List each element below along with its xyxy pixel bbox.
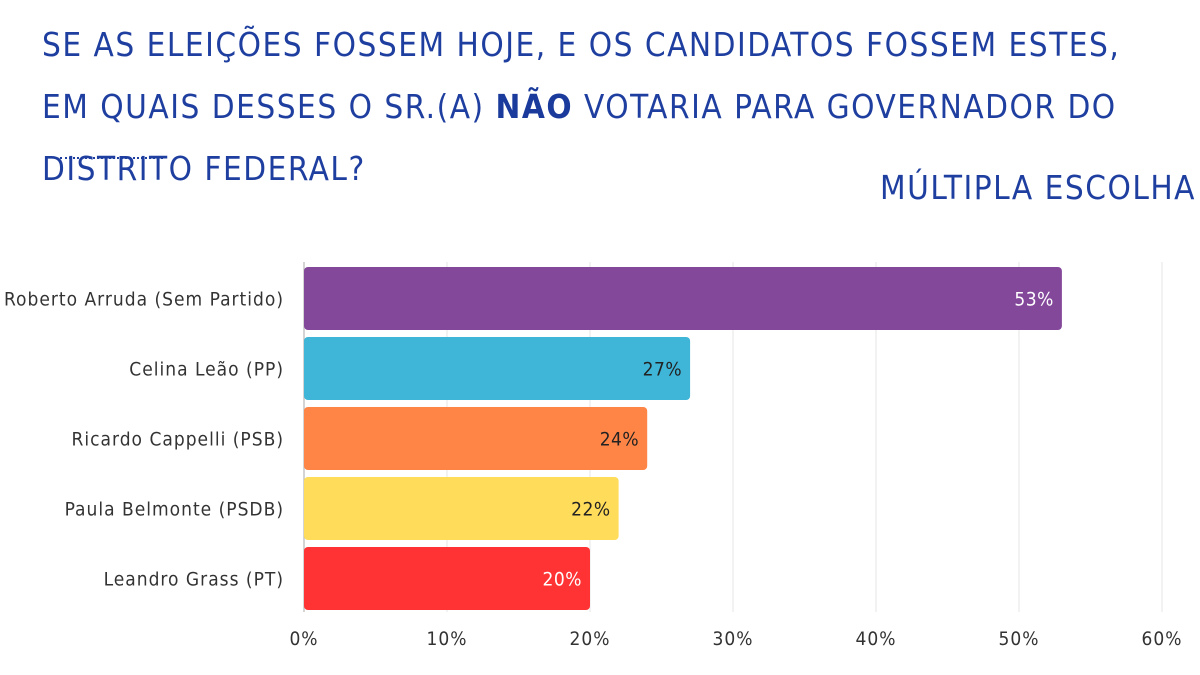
category-label: José Roberto Arruda (Sem Partido) <box>0 289 284 311</box>
data-label: 53% <box>1014 289 1054 311</box>
category-label: Celina Leão (PP) <box>129 359 284 381</box>
title-text-end: VOTARIA PARA GOVERNADOR DO DISTRITO FEDE… <box>42 87 1117 188</box>
bar <box>304 337 691 400</box>
bar <box>304 547 590 610</box>
category-label: Paula Belmonte (PSDB) <box>65 499 284 521</box>
title-highlight: NÃO <box>495 87 574 126</box>
category-label: Ricardo Cappelli (PSB) <box>72 429 284 451</box>
bars: 53% 27% 24% 22% 20% <box>304 267 1062 610</box>
data-label: 20% <box>543 569 583 591</box>
bar <box>304 407 648 470</box>
data-label: 22% <box>571 499 611 521</box>
decorative-divider <box>60 157 163 159</box>
data-label: 27% <box>643 359 683 381</box>
x-tick-label: 60% <box>1142 628 1183 650</box>
x-tick-label: 20% <box>570 628 611 650</box>
chart-subtitle: MÚLTIPLA ESCOLHA <box>879 168 1196 207</box>
x-tick-label: 10% <box>427 628 468 650</box>
category-labels: José Roberto Arruda (Sem Partido) Celina … <box>0 289 284 591</box>
data-label: 24% <box>600 429 640 451</box>
x-tick-label: 0% <box>289 628 318 650</box>
chart-title: SE AS ELEIÇÕES FOSSEM HOJE, E OS CANDIDA… <box>42 14 1162 200</box>
x-tick-label: 50% <box>999 628 1040 650</box>
bar <box>304 477 619 540</box>
x-axis-tick-labels: 0% 10% 20% 30% 40% 50% 60% <box>289 628 1183 650</box>
title-text: SE AS ELEIÇÕES FOSSEM HOJE, E OS CANDIDA… <box>42 25 1121 126</box>
x-tick-label: 40% <box>856 628 897 650</box>
category-label: Leandro Grass (PT) <box>104 569 284 591</box>
x-tick-label: 30% <box>713 628 754 650</box>
bar <box>304 267 1062 330</box>
